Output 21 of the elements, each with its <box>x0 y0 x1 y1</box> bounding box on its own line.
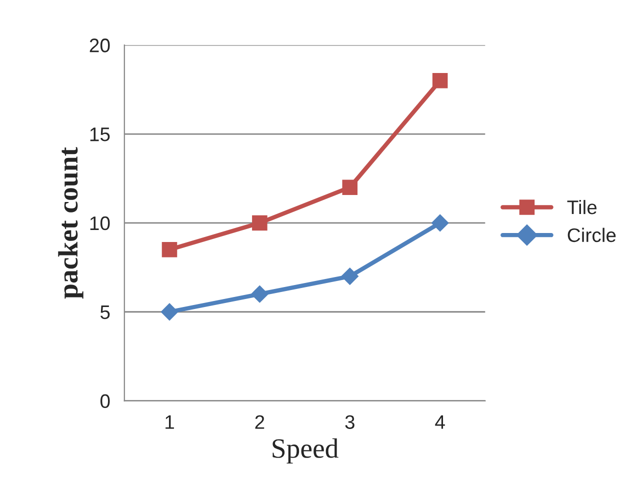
y-axis-title: packet count <box>58 147 84 299</box>
y-tick-label: 10 <box>90 216 110 230</box>
y-tick-label: 20 <box>90 38 110 52</box>
legend-label: Circle <box>568 228 616 242</box>
y-tick-label: 5 <box>100 306 110 320</box>
point <box>342 180 358 196</box>
x-tick-label: 3 <box>345 415 354 429</box>
point <box>160 303 178 321</box>
point <box>252 215 268 231</box>
point <box>341 267 359 286</box>
y-tick-label: 15 <box>90 128 110 142</box>
point <box>250 285 269 303</box>
legend-label: Tile <box>567 200 597 214</box>
y-tick-label: 0 <box>100 394 110 408</box>
point <box>432 73 448 88</box>
x-axis-title: Speed <box>272 438 338 464</box>
x-tick-label: 2 <box>255 415 264 429</box>
point <box>162 242 178 258</box>
x-tick-label: 4 <box>435 415 445 429</box>
point <box>431 214 449 232</box>
x-tick-label: 1 <box>166 415 174 429</box>
